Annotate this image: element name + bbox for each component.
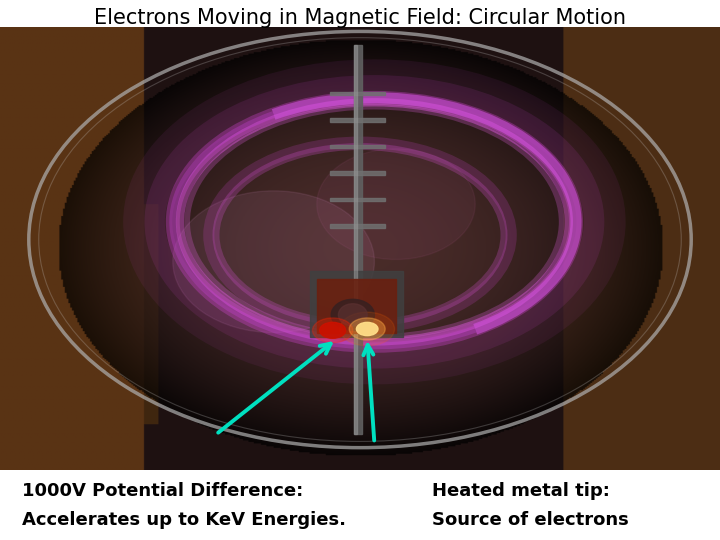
Bar — [310, 271, 403, 337]
Bar — [317, 279, 396, 333]
Circle shape — [349, 318, 385, 340]
Ellipse shape — [331, 299, 374, 330]
Circle shape — [312, 318, 353, 343]
Bar — [354, 45, 362, 434]
Bar — [354, 45, 357, 434]
Text: Accelerates up to KeV Energies.: Accelerates up to KeV Energies. — [22, 511, 346, 529]
Circle shape — [340, 312, 395, 346]
Text: Electrons Moving in Magnetic Field: Circular Motion: Electrons Moving in Magnetic Field: Circ… — [94, 8, 626, 28]
Bar — [330, 118, 385, 122]
Ellipse shape — [338, 303, 367, 326]
Bar — [330, 92, 385, 95]
Text: 1000V Potential Difference:: 1000V Potential Difference: — [22, 482, 303, 500]
Ellipse shape — [173, 191, 374, 333]
Bar — [330, 145, 385, 148]
Circle shape — [356, 322, 378, 336]
Circle shape — [320, 322, 346, 338]
Ellipse shape — [317, 148, 475, 260]
Text: Source of electrons: Source of electrons — [432, 511, 629, 529]
Text: Heated metal tip:: Heated metal tip: — [432, 482, 610, 500]
Bar — [330, 225, 385, 228]
Bar — [330, 198, 385, 201]
Bar — [330, 171, 385, 175]
